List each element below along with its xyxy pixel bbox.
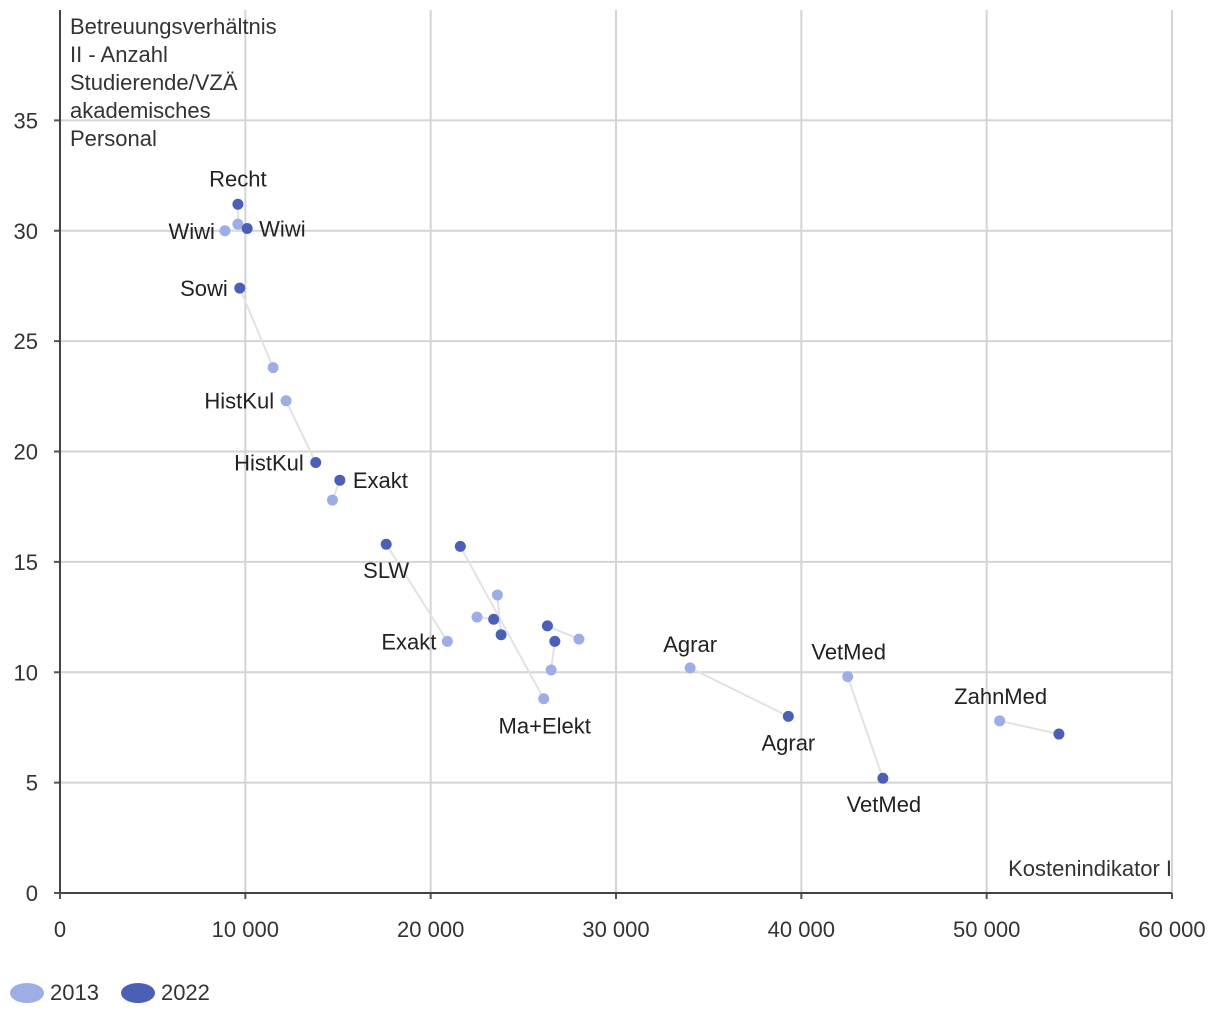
pair-connector — [496, 594, 503, 635]
point-label: Wiwi — [169, 219, 215, 244]
x-tick-label: 50 000 — [953, 917, 1020, 942]
x-tick-label: 40 000 — [768, 917, 835, 942]
point-2022[interactable] — [549, 635, 561, 647]
point-2013[interactable] — [573, 633, 585, 645]
point-2022[interactable] — [1053, 728, 1065, 740]
point-label: Agrar — [663, 632, 717, 657]
legend-swatch-2022 — [120, 983, 155, 1003]
point-2022[interactable] — [454, 540, 466, 552]
point-2022[interactable] — [782, 710, 794, 722]
point-2013[interactable] — [441, 635, 453, 647]
y-tick-label: 15 — [14, 550, 38, 575]
point-label: VetMed — [811, 640, 886, 665]
y-tick-label: 25 — [14, 329, 38, 354]
point-label: Ma+Elekt — [499, 714, 591, 739]
point-labels: Recht Wiwi Wiwi Sowi HistKul HistKul Exakt Exak… — [169, 166, 1048, 817]
pair-connector — [238, 287, 275, 369]
point-2022[interactable] — [241, 223, 253, 235]
x-tick-label: 0 — [54, 917, 66, 942]
y-tick-label: 30 — [14, 219, 38, 244]
point-2013[interactable] — [280, 395, 292, 407]
pair-connector — [689, 666, 789, 718]
legend-label-2013: 2013 — [50, 980, 99, 1005]
point-2013[interactable] — [842, 671, 854, 683]
point-2022[interactable] — [541, 620, 553, 632]
legend: 2013 2022 — [10, 980, 232, 1006]
x-tick-label: 20 000 — [397, 917, 464, 942]
point-label: Sowi — [180, 276, 228, 301]
scatter-chart: 0 5 10 15 20 25 30 35 0 10 000 20 000 30 000 40 000 5… — [14, 10, 1206, 942]
point-label: Recht — [209, 166, 266, 191]
point-2013[interactable] — [471, 611, 483, 623]
x-axis-title: Kostenindikator I — [1008, 856, 1172, 881]
connector-lines — [224, 204, 1060, 779]
point-2013[interactable] — [994, 715, 1006, 727]
y-axis-title-line: Betreuungsverhältnis — [70, 14, 277, 39]
pair-connector — [385, 543, 449, 642]
y-tick-label: 20 — [14, 440, 38, 465]
point-2022[interactable] — [232, 198, 244, 210]
y-axis-title-line: II - Anzahl — [70, 42, 168, 67]
y-tick-label: 5 — [26, 771, 38, 796]
point-label: Agrar — [761, 730, 815, 755]
pair-connector — [547, 624, 580, 641]
point-label: Wiwi — [259, 217, 305, 242]
pair-connector — [285, 400, 317, 463]
grid — [60, 10, 1173, 893]
y-axis-title-line: Studierende/VZÄ — [70, 70, 238, 95]
y-tick-label: 10 — [14, 660, 38, 685]
point-2013[interactable] — [232, 218, 244, 230]
point-2022[interactable] — [310, 457, 322, 469]
point-2013[interactable] — [545, 664, 557, 676]
point-label: SLW — [363, 558, 409, 583]
point-label: HistKul — [234, 451, 304, 476]
y-axis-title: Betreuungsverhältnis II - Anzahl Studieren… — [70, 14, 277, 151]
point-2022[interactable] — [877, 772, 889, 784]
point-2013[interactable] — [684, 662, 696, 674]
pair-connector — [846, 676, 884, 779]
legend-swatch-2013 — [10, 983, 44, 1003]
point-2013[interactable] — [219, 225, 231, 237]
point-label: Exakt — [353, 468, 408, 493]
legend-label-2022: 2022 — [160, 980, 210, 1005]
legend-item-2013[interactable]: 2013 — [10, 980, 99, 1006]
pair-connector — [459, 545, 545, 700]
x-tick-label: 30 000 — [582, 917, 649, 942]
data-points — [219, 198, 1065, 784]
point-label: Exakt — [381, 629, 436, 654]
x-tick-label: 60 000 — [1138, 917, 1205, 942]
point-label: HistKul — [204, 389, 274, 414]
legend-item-2022[interactable]: 2022 — [120, 980, 210, 1006]
point-2013[interactable] — [538, 693, 550, 705]
y-axis-title-line: akademisches — [70, 98, 211, 123]
point-label: VetMed — [847, 792, 922, 817]
point-2022[interactable] — [334, 474, 346, 486]
y-tick-label: 35 — [14, 108, 38, 133]
axes: 0 5 10 15 20 25 30 35 0 10 000 20 000 30 000 40 000 5… — [14, 10, 1206, 942]
point-2013[interactable] — [491, 589, 503, 601]
point-2013[interactable] — [326, 494, 338, 506]
point-2022[interactable] — [495, 629, 507, 641]
x-tick-label: 10 000 — [212, 917, 279, 942]
point-2022[interactable] — [488, 613, 500, 625]
point-2013[interactable] — [267, 362, 279, 374]
y-tick-label: 0 — [26, 881, 38, 906]
point-2022[interactable] — [380, 538, 392, 550]
y-axis-title-line: Personal — [70, 126, 157, 151]
pair-connector — [999, 719, 1060, 736]
point-2022[interactable] — [234, 282, 246, 294]
point-label: ZahnMed — [954, 684, 1047, 709]
